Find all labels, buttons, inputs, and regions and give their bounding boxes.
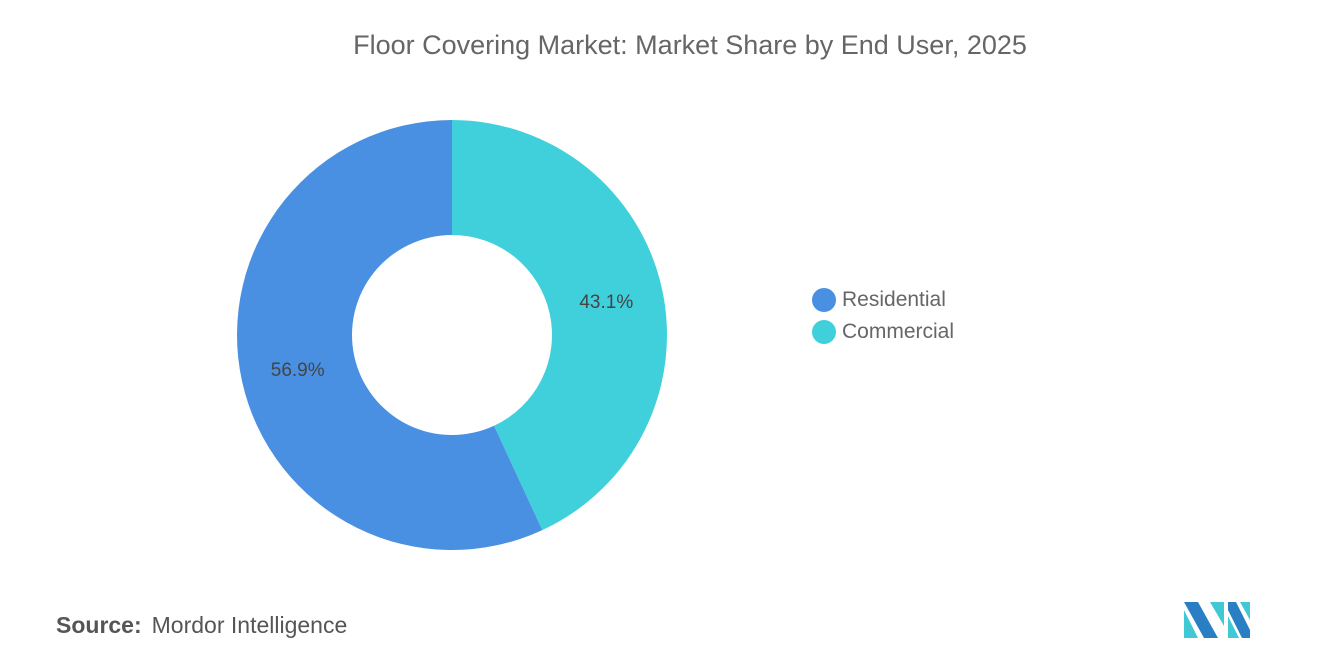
source-label: Source: bbox=[56, 612, 142, 638]
source-note: Source: Mordor Intelligence bbox=[56, 612, 347, 639]
legend: Residential Commercial bbox=[812, 284, 954, 348]
slice-residential[interactable] bbox=[236, 120, 543, 550]
legend-item-commercial[interactable]: Commercial bbox=[812, 316, 954, 348]
legend-swatch-residential bbox=[812, 288, 836, 312]
legend-label: Commercial bbox=[842, 320, 955, 343]
chart-title: Floor Covering Market: Market Share by E… bbox=[353, 30, 1027, 60]
legend-swatch-commercial bbox=[812, 320, 836, 344]
donut-chart: 43.1% 56.9% bbox=[236, 120, 667, 550]
data-label-residential: 56.9% bbox=[271, 360, 325, 381]
mordor-intelligence-logo bbox=[1184, 602, 1250, 638]
legend-item-residential[interactable]: Residential bbox=[812, 284, 954, 316]
legend-label: Residential bbox=[842, 288, 946, 311]
data-label-commercial: 43.1% bbox=[579, 292, 633, 313]
source-text: Mordor Intelligence bbox=[151, 612, 348, 638]
slice-commercial[interactable] bbox=[452, 120, 667, 531]
